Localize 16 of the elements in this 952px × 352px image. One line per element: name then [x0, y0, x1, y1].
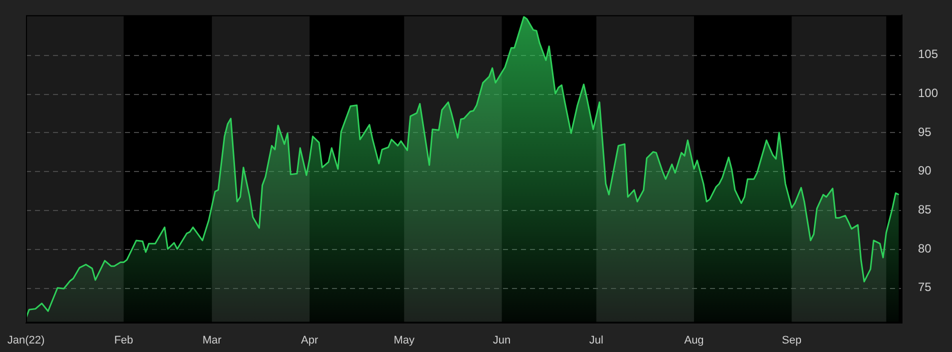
x-tick-label: Sep: [782, 334, 802, 346]
y-tick-label: 95: [918, 124, 932, 139]
x-tick-label: Mar: [202, 334, 222, 346]
x-tick-label: May: [394, 334, 416, 346]
y-tick-label: 80: [918, 241, 932, 256]
y-tick-label: 105: [918, 47, 938, 62]
x-tick-label: Apr: [301, 334, 318, 346]
y-tick-label: 85: [918, 202, 932, 216]
x-tick-label: Jan(22): [7, 334, 45, 346]
y-tick-label: 100: [918, 86, 938, 100]
y-tick-label: 90: [918, 164, 932, 178]
x-tick-label: Feb: [114, 334, 134, 346]
x-tick-label: Jul: [589, 334, 604, 346]
y-tick-label: 75: [918, 280, 932, 294]
x-tick-label: Jun: [492, 334, 511, 346]
x-tick-label: Aug: [684, 334, 704, 346]
